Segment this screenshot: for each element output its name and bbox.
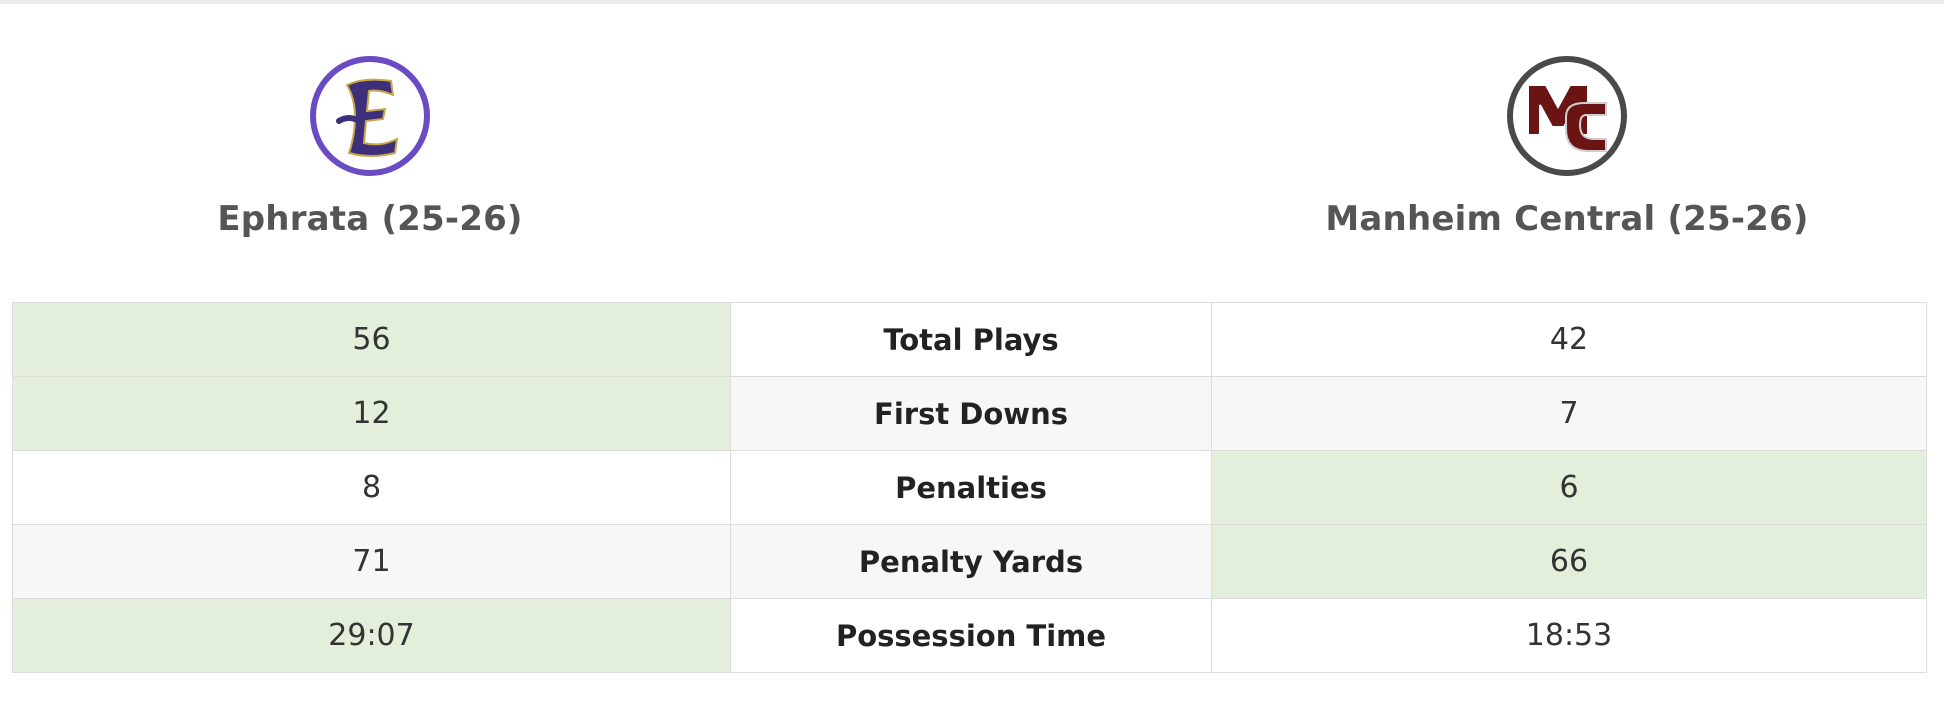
away-team-name: Manheim Central (25-26) (1325, 199, 1809, 239)
home-stat-value: 56 (12, 302, 731, 377)
away-stat-value: 6 (1211, 450, 1927, 525)
stat-label: First Downs (730, 376, 1212, 451)
stat-label: Total Plays (730, 302, 1212, 377)
home-team-name: Ephrata (25-26) (217, 199, 523, 239)
away-team-header: Manheim Central (25-26) (1267, 55, 1867, 239)
stat-row-first-downs: 12 First Downs 7 (12, 376, 1927, 451)
away-stat-value: 18:53 (1211, 598, 1927, 673)
home-stat-value: 12 (12, 376, 731, 451)
stat-row-total-plays: 56 Total Plays 42 (12, 302, 1927, 377)
home-stat-value: 29:07 (12, 598, 731, 673)
stat-row-penalty-yards: 71 Penalty Yards 66 (12, 524, 1927, 599)
stat-row-penalties: 8 Penalties 6 (12, 450, 1927, 525)
ephrata-logo-icon (310, 56, 430, 176)
team-stats-table: 56 Total Plays 42 12 First Downs 7 8 Pen… (12, 302, 1927, 673)
stat-row-possession-time: 29:07 Possession Time 18:53 (12, 598, 1927, 673)
home-stat-value: 71 (12, 524, 731, 599)
top-divider (0, 0, 1944, 4)
away-stat-value: 66 (1211, 524, 1927, 599)
away-stat-value: 42 (1211, 302, 1927, 377)
manheim-central-logo-icon (1507, 56, 1627, 176)
away-stat-value: 7 (1211, 376, 1927, 451)
stat-label: Penalties (730, 450, 1212, 525)
home-team-header: Ephrata (25-26) (70, 55, 670, 239)
stat-label: Possession Time (730, 598, 1212, 673)
home-stat-value: 8 (12, 450, 731, 525)
stat-label: Penalty Yards (730, 524, 1212, 599)
